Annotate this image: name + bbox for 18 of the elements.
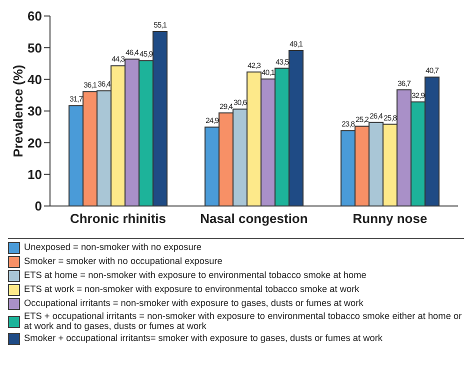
- y-tick-label: 40: [28, 72, 42, 87]
- legend-label: ETS at work = non-smoker with exposure to environmental tobacco smoke at work: [24, 284, 360, 295]
- legend-label: Unexposed = non-smoker with no exposure: [24, 242, 202, 253]
- y-axis-title: Prevalence (%): [10, 64, 26, 158]
- y-tick-label: 0: [34, 198, 42, 214]
- legend-label: ETS + occupational irritants = non-smoker with exposure to environmental tobacco smoke either at home or at work and to gases, dusts or fumes at work: [24, 311, 463, 331]
- legend-label: Smoker + occupational irritants= smoker with exposure to gases, dusts or fumes at work: [24, 333, 382, 344]
- x-tick-label: Runny nose: [352, 211, 428, 226]
- legend-label: ETS at home = non-smoker with exposure to environmental tobacco smoke at home: [24, 270, 366, 281]
- y-tick-label: 50: [28, 40, 42, 56]
- legend-label: Occupational irritants = non-smoker with exposure to gases, dusts or fumes at work: [24, 298, 364, 309]
- y-tick-label: 10: [28, 166, 42, 182]
- x-tick-label: Chronic rhinitis: [70, 211, 166, 226]
- x-tick-label: Nasal congestion: [200, 211, 308, 226]
- y-tick-label: 30: [28, 104, 42, 119]
- y-tick-label: 20: [28, 135, 42, 150]
- y-tick-label: 60: [28, 8, 42, 24]
- legend-label: Smoker = smoker with no occupational exposure: [24, 256, 222, 267]
